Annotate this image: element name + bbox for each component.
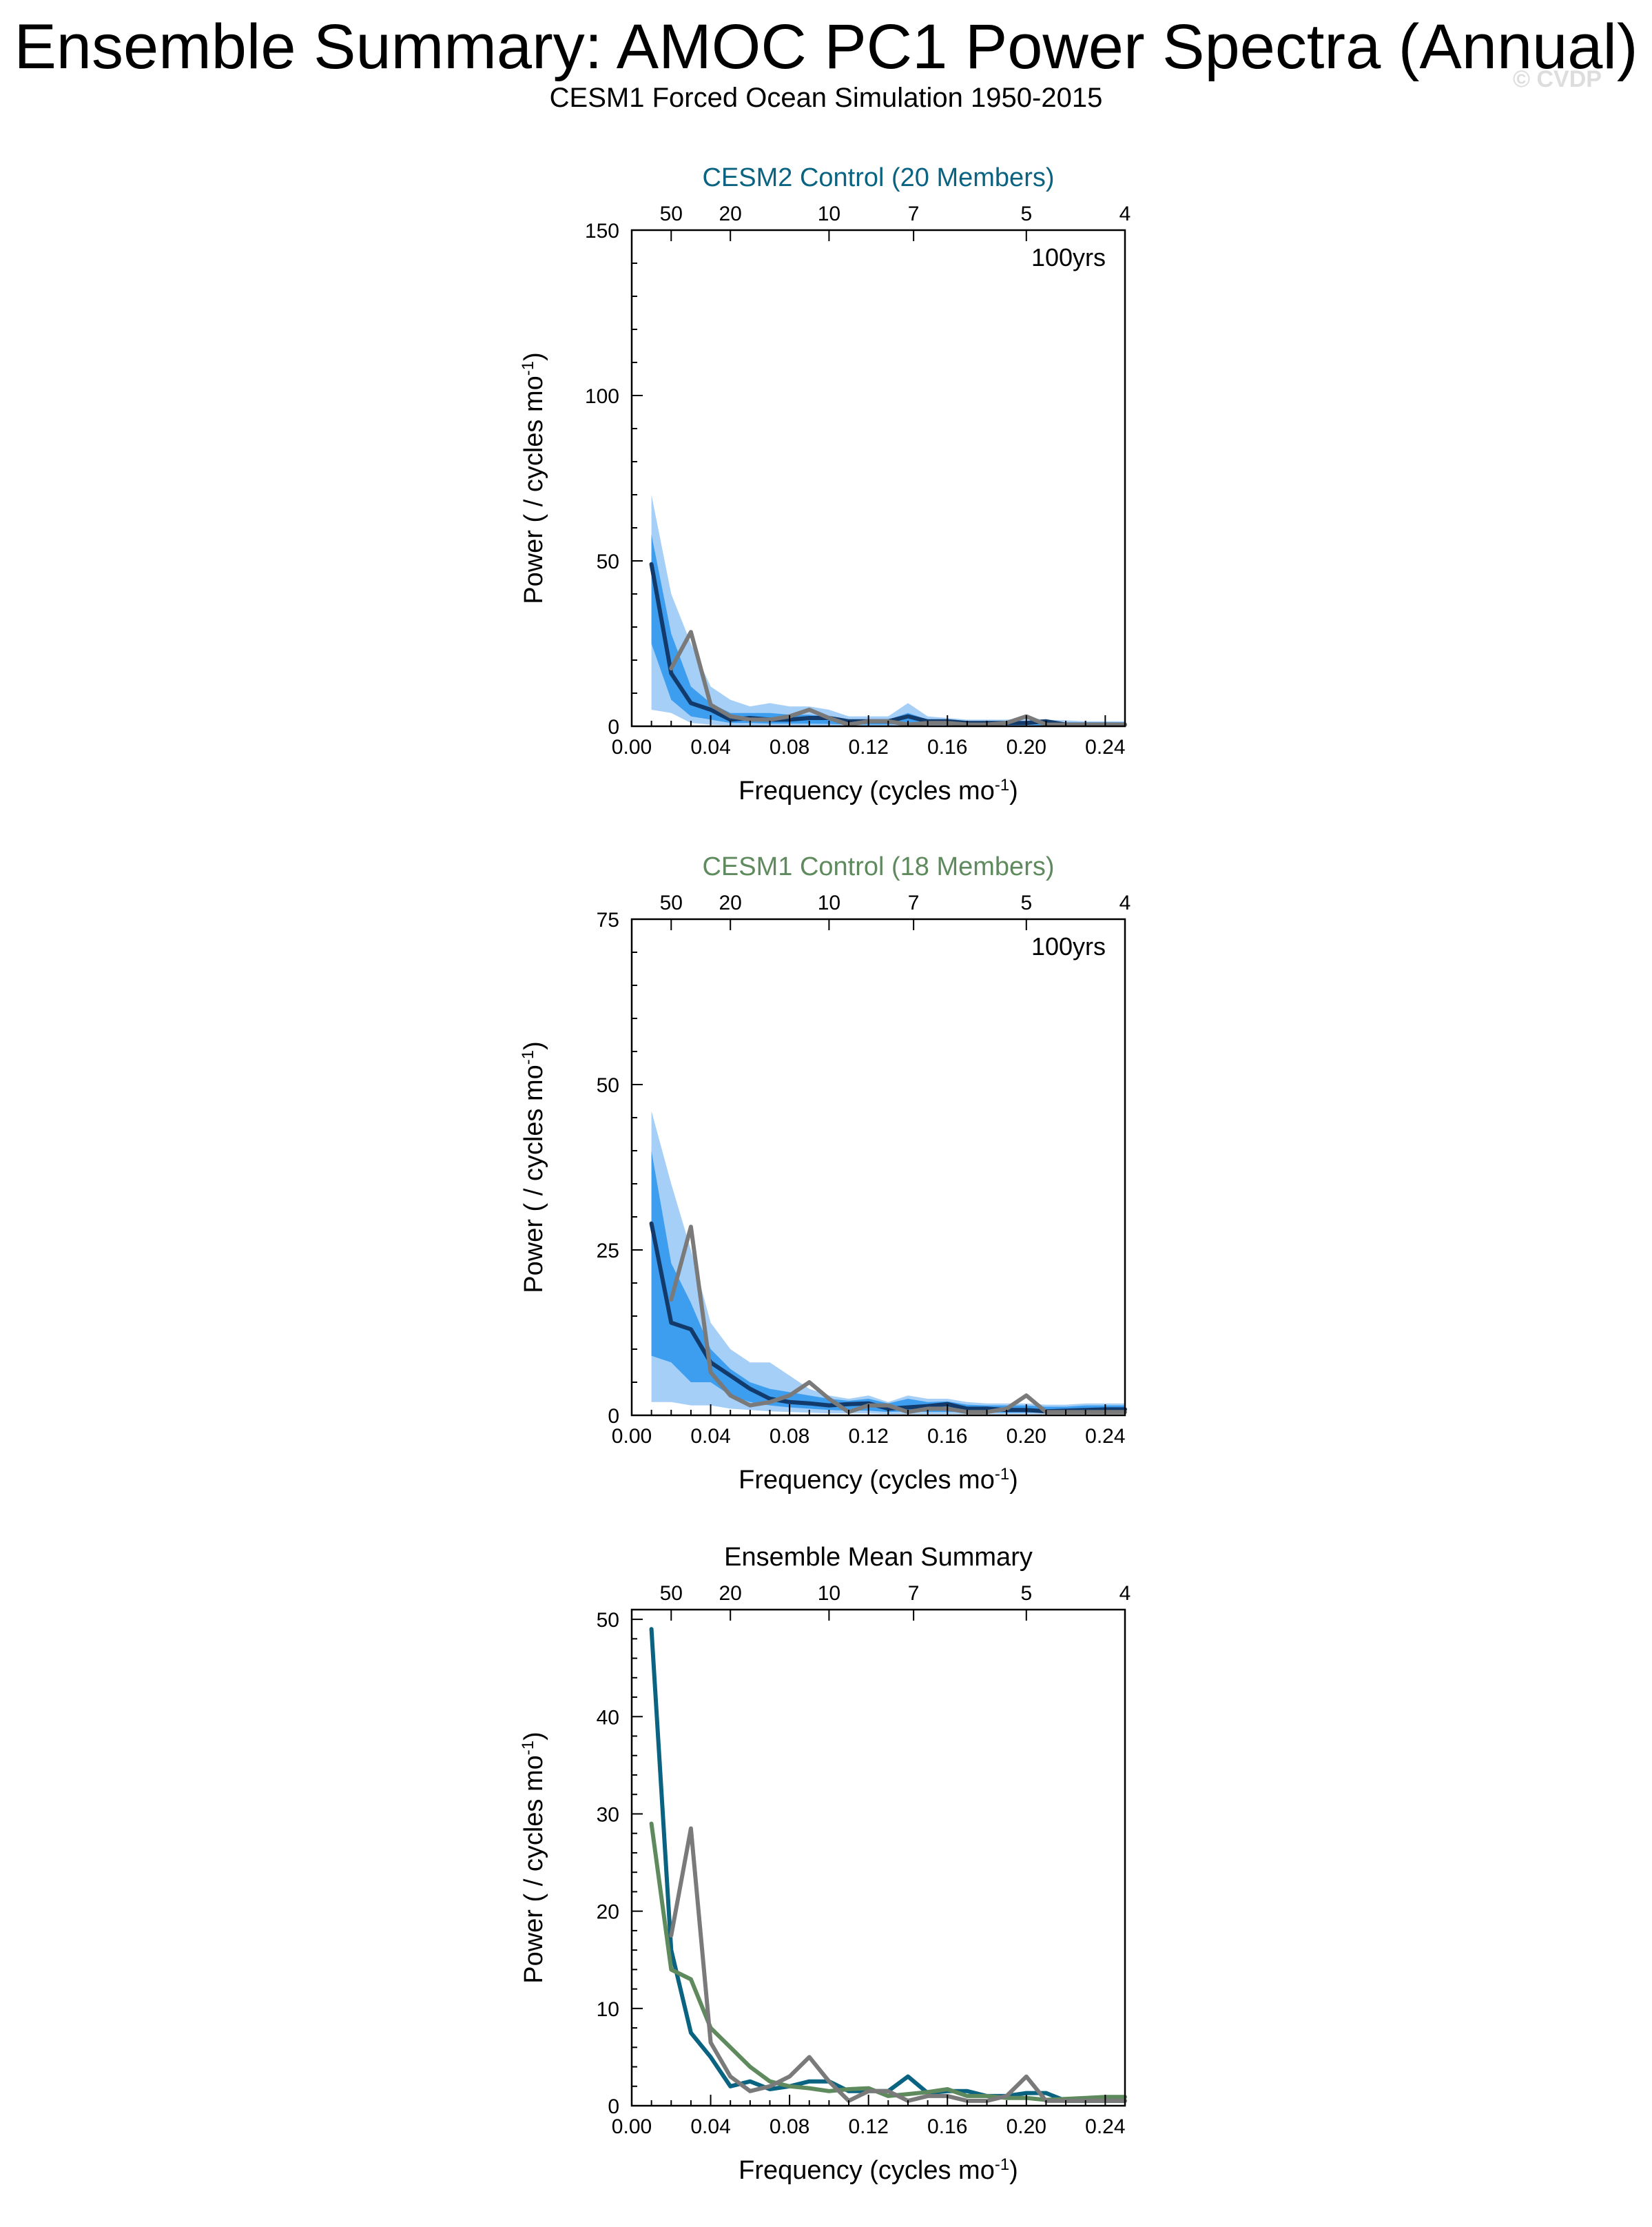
x-tick-label: 0.04 (690, 1425, 730, 1448)
top-period-label: 50 (660, 892, 683, 914)
record-length-label: 100yrs (1031, 932, 1106, 961)
top-period-label: 20 (719, 1582, 742, 1605)
top-period-label: 4 (1119, 203, 1131, 225)
x-tick-label: 0.24 (1085, 2115, 1125, 2138)
top-period-label: 5 (1020, 203, 1032, 225)
y-tick-label: 50 (597, 1609, 619, 1632)
top-period-label: 4 (1119, 1582, 1131, 1605)
top-period-label: 10 (818, 892, 840, 914)
x-axis-label: Frequency (cycles mo-1) (739, 2155, 1018, 2186)
y-tick-label: 20 (597, 1901, 619, 1924)
x-axis-label: Frequency (cycles mo-1) (739, 1465, 1018, 1495)
panel-title: Ensemble Mean Summary (724, 1543, 1033, 1572)
x-axis-label: Frequency (cycles mo-1) (739, 776, 1018, 806)
top-period-label: 4 (1119, 892, 1131, 914)
plot-frame (630, 918, 1126, 1417)
chart-cesm2-control: 0.00 0.04 0.08 0.12 0.16 0.20 0.24 50 20 10 7 5 4 0 50… (519, 163, 1131, 806)
x-tick-label: 0.04 (690, 2115, 730, 2138)
y-axis-label: Power ( / cycles mo-1) (519, 1732, 549, 1984)
plot-frame (630, 229, 1126, 728)
plot-frame (630, 1608, 1126, 2107)
x-tick-label: 0.20 (1006, 736, 1046, 759)
page-title: Ensemble Summary: AMOC PC1 Power Spectra… (14, 12, 1638, 82)
top-period-label: 10 (818, 203, 840, 225)
x-tick-label: 0.04 (690, 736, 730, 759)
y-axis-label: Power ( / cycles mo-1) (519, 352, 549, 604)
series-line-0 (649, 1627, 1127, 2103)
y-tick-label: 0 (608, 716, 619, 739)
series-line-1 (669, 630, 1127, 727)
y-tick-label: 150 (585, 220, 619, 243)
y-axis-label: Power ( / cycles mo-1) (519, 1041, 549, 1293)
x-tick-label: 0.20 (1006, 1425, 1046, 1448)
spread-band-inner (651, 1151, 1125, 1413)
x-tick-label: 0.12 (848, 2115, 888, 2138)
top-period-label: 10 (818, 1582, 840, 1605)
page-subtitle: CESM1 Forced Ocean Simulation 1950-2015 (549, 83, 1103, 113)
top-period-label: 7 (908, 203, 920, 225)
y-tick-label: 30 (597, 1803, 619, 1826)
series-line-1 (649, 1821, 1127, 2102)
x-tick-label: 0.00 (612, 2115, 652, 2138)
y-tick-label: 40 (597, 1706, 619, 1729)
y-tick-label: 0 (608, 1405, 619, 1428)
top-period-label: 7 (908, 1582, 920, 1605)
panel-title: CESM1 Control (18 Members) (702, 852, 1054, 881)
top-period-label: 5 (1020, 892, 1032, 914)
x-tick-label: 0.08 (770, 736, 809, 759)
x-tick-label: 0.12 (848, 736, 888, 759)
y-tick-label: 10 (597, 1998, 619, 2021)
x-tick-label: 0.08 (770, 2115, 809, 2138)
top-period-label: 7 (908, 892, 920, 914)
x-tick-label: 0.16 (927, 1425, 967, 1448)
y-tick-label: 50 (597, 1074, 619, 1097)
x-tick-label: 0.16 (927, 2115, 967, 2138)
x-tick-label: 0.20 (1006, 2115, 1046, 2138)
y-tick-label: 75 (597, 909, 619, 932)
x-tick-label: 0.00 (612, 736, 652, 759)
y-tick-label: 0 (608, 2095, 619, 2118)
top-period-label: 50 (660, 1582, 683, 1605)
y-tick-label: 100 (585, 385, 619, 408)
x-tick-label: 0.08 (770, 1425, 809, 1448)
panel-title: CESM2 Control (20 Members) (702, 163, 1054, 192)
record-length-label: 100yrs (1031, 243, 1106, 271)
series-line-1 (669, 1224, 1127, 1415)
top-period-label: 50 (660, 203, 683, 225)
spread-band-outer (651, 1111, 1125, 1415)
spread-band-outer (651, 495, 1125, 726)
series-line-2 (669, 1826, 1127, 2103)
y-tick-label: 25 (597, 1240, 619, 1262)
top-period-label: 20 (719, 892, 742, 914)
x-tick-label: 0.24 (1085, 1425, 1125, 1448)
x-tick-label: 0.24 (1085, 736, 1125, 759)
x-tick-label: 0.12 (848, 1425, 888, 1448)
x-tick-label: 0.16 (927, 736, 967, 759)
x-tick-label: 0.00 (612, 1425, 652, 1448)
watermark: © CVDP (1513, 66, 1602, 92)
top-period-label: 5 (1020, 1582, 1032, 1605)
top-period-label: 20 (719, 203, 742, 225)
y-tick-label: 50 (597, 551, 619, 573)
